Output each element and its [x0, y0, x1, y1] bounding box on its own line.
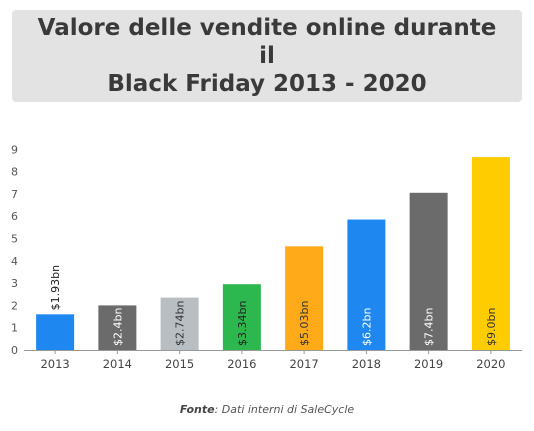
x-axis: 2013 2014 2015 2016 2017 2018 2019 2020: [40, 350, 506, 371]
y-tick-label: 0: [11, 344, 18, 357]
data-label: $1.93bn: [49, 265, 62, 310]
source-label: Fonte: [179, 403, 215, 416]
y-tick-label: 5: [11, 233, 18, 246]
y-tick-label: 9: [11, 143, 18, 156]
data-label: $2.4bn: [111, 308, 124, 346]
y-tick-label: 2: [11, 299, 18, 312]
x-tick-label: 2017: [289, 357, 318, 371]
data-label: $3.34bn: [236, 301, 249, 346]
bar: [285, 246, 324, 350]
title-banner: Valore delle vendite online durante il B…: [12, 10, 522, 102]
y-tick-label: 8: [11, 166, 18, 179]
x-tick-label: 2020: [476, 357, 505, 371]
chart-title: Valore delle vendite online durante il B…: [37, 15, 497, 97]
bar: [347, 219, 386, 350]
bar: [222, 284, 261, 350]
x-tick-label: 2016: [227, 357, 256, 371]
x-tick-label: 2019: [414, 357, 443, 371]
y-tick-label: 1: [11, 322, 18, 335]
x-tick-label: 2014: [103, 357, 132, 371]
y-tick-label: 4: [11, 255, 18, 268]
x-tick-label: 2018: [352, 357, 381, 371]
source-text: : Dati interni di SaleCycle: [214, 403, 355, 416]
bars: [36, 157, 510, 350]
x-tick-label: 2013: [40, 357, 69, 371]
data-label: $7.4bn: [423, 308, 436, 346]
bar: [471, 157, 510, 350]
y-tick-label: 7: [11, 188, 18, 201]
source-footnote: Fonte: Dati interni di SaleCycle: [0, 403, 534, 416]
data-label: $6.2bn: [360, 308, 373, 346]
x-tick-label: 2015: [165, 357, 194, 371]
bar: [36, 314, 75, 350]
data-label: $9.0bn: [485, 308, 498, 346]
data-labels: $1.93bn $2.4bn $2.74bn $3.34bn $5.03bn $6.2bn…: [49, 265, 498, 346]
y-tick-label: 3: [11, 277, 18, 290]
y-tick-label: 6: [11, 210, 18, 223]
bar: [160, 297, 199, 350]
bar: [98, 305, 137, 350]
bar: [409, 192, 448, 350]
data-label: $5.03bn: [298, 301, 311, 346]
y-axis: 0 1 2 3 4 5 6 7 8 9: [11, 143, 18, 357]
data-label: $2.74bn: [174, 301, 187, 346]
